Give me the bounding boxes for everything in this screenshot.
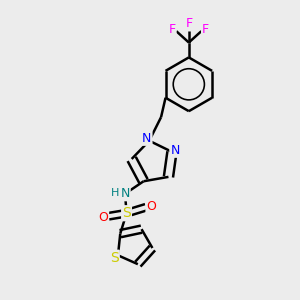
Text: F: F — [185, 17, 192, 31]
Text: S: S — [122, 206, 131, 220]
Text: O: O — [98, 211, 108, 224]
Text: F: F — [169, 23, 176, 36]
Text: H: H — [111, 188, 120, 198]
Text: N: N — [120, 187, 130, 200]
Text: N: N — [170, 144, 180, 157]
Text: S: S — [110, 251, 119, 265]
Text: N: N — [142, 132, 152, 145]
Text: O: O — [146, 200, 156, 213]
Text: F: F — [202, 23, 209, 36]
